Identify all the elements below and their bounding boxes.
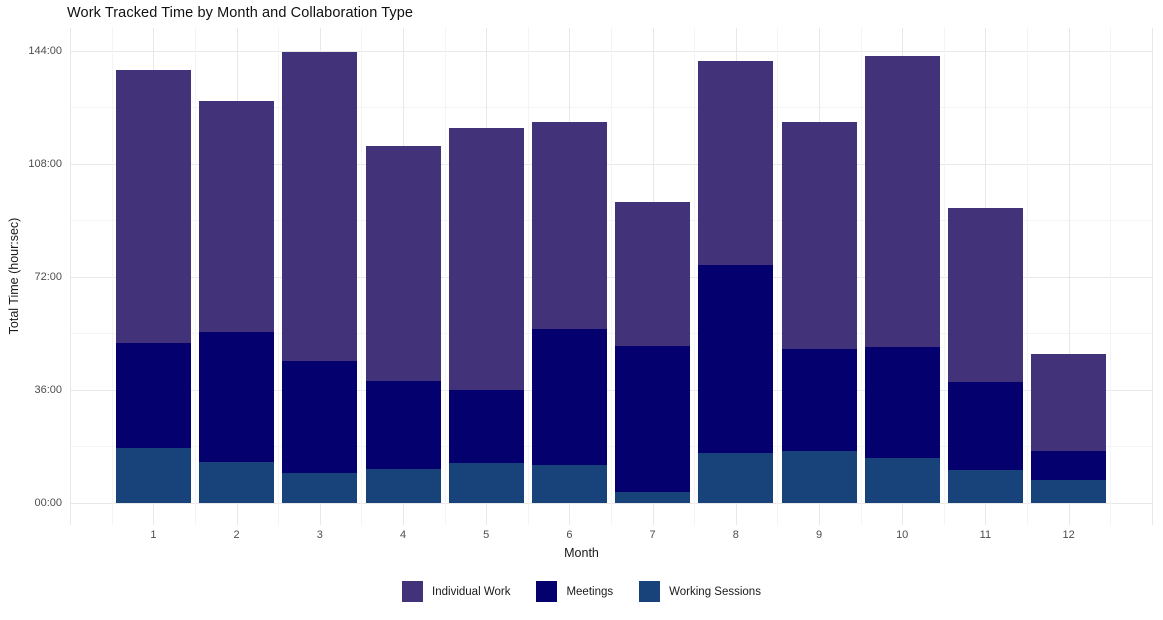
gridline-vertical-minor: [694, 28, 696, 525]
bar-segment-working-sessions: [199, 461, 275, 503]
gridline-vertical-minor: [611, 28, 612, 525]
bar-month-4: [365, 28, 441, 525]
gridline-vertical-major: [1068, 28, 1070, 525]
gridline-vertical-major: [70, 28, 72, 525]
bar-month-5: [448, 28, 524, 525]
x-tick-label: 1: [150, 529, 157, 541]
bar-segment-individual-work: [698, 60, 774, 266]
bar-segment-meetings: [282, 360, 358, 474]
x-tick-label: 11: [979, 529, 992, 541]
legend: Individual Work Meetings Working Sessions: [0, 581, 1163, 602]
bar-segment-working-sessions: [115, 448, 191, 503]
plot-panel: [70, 28, 1153, 525]
gridline-vertical-minor: [860, 28, 862, 525]
bar-segment-meetings: [199, 331, 275, 462]
x-tick-label: 5: [483, 529, 490, 541]
bar-segment-individual-work: [615, 202, 691, 347]
gridline-vertical-minor: [278, 28, 280, 525]
bar-month-11: [947, 28, 1023, 525]
chart-title: Work Tracked Time by Month and Collabora…: [67, 5, 414, 21]
x-tick-label: 8: [732, 529, 739, 541]
gridline-vertical-major: [1151, 28, 1153, 525]
bar-month-6: [531, 28, 607, 525]
bar-segment-working-sessions: [864, 458, 940, 503]
y-tick-label: 00:00: [34, 497, 62, 509]
bar-segment-individual-work: [1031, 353, 1107, 451]
gridline-vertical-minor: [361, 28, 363, 525]
bar-segment-working-sessions: [698, 453, 774, 503]
y-tick-label: 108:00: [28, 157, 62, 170]
bar-segment-meetings: [1031, 450, 1107, 481]
bar-segment-individual-work: [864, 55, 940, 347]
bar-month-1: [115, 28, 191, 525]
bar-segment-individual-work: [365, 146, 441, 381]
bar-segment-meetings: [947, 382, 1023, 471]
bar-segment-meetings: [115, 342, 191, 449]
bar-segment-meetings: [448, 390, 524, 464]
legend-label: Meetings: [566, 585, 614, 598]
bar-segment-individual-work: [448, 128, 524, 390]
bar-segment-working-sessions: [781, 450, 857, 503]
x-tick-label: 2: [233, 529, 240, 541]
bar-segment-individual-work: [947, 208, 1023, 383]
legend-item-meetings: Meetings: [536, 581, 613, 602]
bar-segment-individual-work: [115, 70, 191, 343]
legend-swatch-icon: [536, 581, 558, 602]
x-tick-label: 3: [316, 529, 323, 541]
y-tick-label: 72:00: [34, 270, 62, 283]
bar-segment-working-sessions: [282, 473, 358, 503]
bar-segment-working-sessions: [448, 463, 524, 503]
gridline-vertical-minor: [1110, 28, 1112, 525]
x-tick-label: 7: [649, 529, 656, 541]
x-tick-label: 10: [896, 529, 909, 541]
gridline-vertical-minor: [777, 28, 779, 525]
bar-segment-meetings: [698, 265, 774, 454]
x-tick-label: 4: [399, 529, 407, 541]
y-tick-label: 144:00: [28, 44, 62, 57]
bar-month-12: [1031, 28, 1107, 525]
legend-swatch-icon: [402, 581, 424, 602]
bar-month-8: [698, 28, 774, 525]
gridline-vertical-minor: [527, 28, 529, 525]
x-tick-label: 12: [1062, 529, 1075, 541]
bar-segment-meetings: [365, 380, 441, 470]
bar-segment-working-sessions: [947, 470, 1023, 503]
bar-month-9: [781, 28, 857, 525]
bar-segment-meetings: [531, 329, 607, 466]
bar-segment-individual-work: [282, 52, 358, 361]
bar-segment-working-sessions: [1031, 480, 1107, 503]
x-tick-label: 6: [566, 529, 573, 541]
bar-segment-individual-work: [199, 100, 275, 332]
bar-segment-individual-work: [531, 121, 607, 330]
y-tick-label: 36:00: [34, 383, 62, 396]
gridline-vertical-minor: [195, 28, 196, 525]
bar-segment-working-sessions: [531, 465, 607, 503]
legend-label: Working Sessions: [669, 585, 761, 598]
bar-segment-individual-work: [781, 121, 857, 350]
bar-month-7: [615, 28, 691, 525]
bar-month-2: [199, 28, 275, 525]
gridline-vertical-minor: [943, 28, 945, 525]
legend-label: Individual Work: [432, 585, 511, 598]
bar-segment-working-sessions: [365, 469, 441, 503]
gridline-vertical-minor: [111, 28, 113, 525]
bar-month-3: [282, 28, 358, 525]
gridline-vertical-minor: [444, 28, 446, 525]
bar-segment-working-sessions: [615, 491, 691, 503]
legend-item-working-sessions: Working Sessions: [639, 581, 761, 602]
bar-segment-meetings: [781, 349, 857, 451]
gridline-vertical-minor: [1027, 28, 1028, 525]
bar-segment-meetings: [864, 346, 940, 459]
legend-item-individual-work: Individual Work: [402, 581, 510, 602]
x-tick-label: 9: [815, 529, 823, 541]
bar-segment-meetings: [615, 346, 691, 492]
bar-month-10: [864, 28, 940, 525]
x-axis-title: Month: [564, 546, 599, 560]
legend-swatch-icon: [639, 581, 661, 602]
